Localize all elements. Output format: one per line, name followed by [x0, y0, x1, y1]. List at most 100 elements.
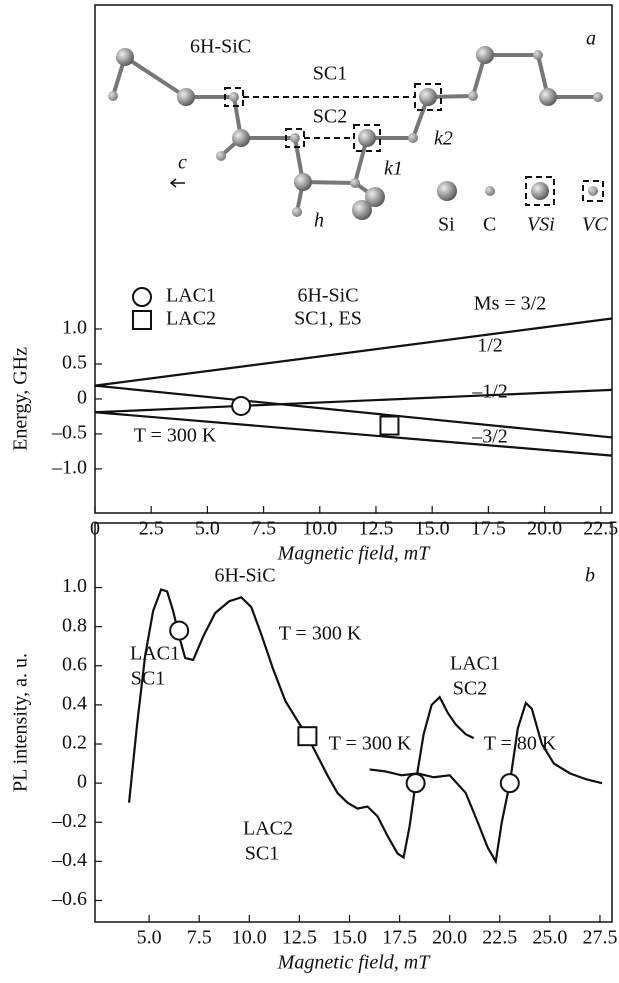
diagram-label: SC1 [313, 63, 347, 85]
atom [352, 200, 372, 220]
diagram-label: 6H-SiC [190, 36, 251, 58]
annotation: SC1, ES [294, 308, 362, 330]
annotation: a [586, 28, 596, 50]
x-tick-label: 22.5 [583, 518, 618, 540]
legend-label: LAC2 [166, 308, 216, 330]
y-tick-label: 0.4 [62, 692, 87, 714]
legend-marker [132, 287, 152, 307]
legend-atom [437, 181, 457, 201]
x-axis-label: Magnetic field, mT [277, 952, 432, 974]
annotation: LAC1 [130, 643, 180, 665]
x-tick-label: 5.0 [137, 927, 162, 949]
curve [94, 317, 613, 387]
annotation: T = 80 K [484, 733, 557, 755]
legend-atom [485, 186, 495, 196]
annotation: 6H-SiC [214, 565, 275, 587]
y-tick-label: 0 [77, 387, 87, 409]
atom [292, 207, 302, 217]
annotation: T = 300 K [134, 425, 217, 447]
x-tick-label: 12.5 [282, 927, 317, 949]
series-label: –1/2 [471, 381, 508, 403]
atom [350, 178, 360, 188]
legend-atom [531, 182, 549, 200]
y-tick-label: –0.4 [51, 849, 87, 871]
y-tick-label: 0 [77, 771, 87, 793]
y-tick-label: –0.6 [51, 888, 87, 910]
x-tick-label: 7.5 [251, 518, 276, 540]
plot-frame [94, 4, 613, 514]
diagram-label: VC [582, 214, 608, 236]
y-tick-label: –0.2 [51, 810, 87, 832]
y-tick-label: 1.0 [62, 317, 87, 339]
atom [593, 92, 603, 102]
curve [369, 700, 603, 865]
curve [94, 384, 613, 439]
curve [94, 411, 613, 457]
annotation: T = 300 K [329, 733, 412, 755]
atom [216, 151, 226, 161]
diagram-label: C [483, 214, 496, 236]
atom [419, 88, 437, 106]
legend-atom [588, 186, 598, 196]
plot-frame [94, 522, 613, 923]
lac-marker [379, 415, 400, 436]
diagram-label: k1 [384, 158, 403, 180]
atom [533, 50, 543, 60]
y-tick-label: 0.5 [62, 352, 87, 374]
y-tick-label: 0.2 [62, 732, 87, 754]
lac-marker [169, 620, 190, 641]
series-label: –3/2 [471, 426, 508, 448]
x-tick-label: 20.0 [527, 518, 562, 540]
atom [294, 173, 312, 191]
x-tick-label: 12.5 [358, 518, 393, 540]
atom [116, 48, 134, 66]
diagram-label: k2 [434, 128, 453, 150]
atom [476, 46, 494, 64]
diagram-label: Si [438, 214, 455, 236]
annotation: T = 300 K [279, 623, 362, 645]
diagram-label: h [314, 210, 324, 232]
x-tick-label: 2.5 [139, 518, 164, 540]
atom [290, 133, 300, 143]
x-tick-label: 15.0 [332, 927, 367, 949]
atom [232, 129, 250, 147]
x-tick-label: 15.0 [415, 518, 450, 540]
c-axis-arrow [169, 178, 185, 188]
legend-label: LAC1 [166, 285, 216, 307]
annotation: 6H-SiC [297, 285, 358, 307]
y-tick-label: –0.5 [51, 422, 87, 444]
atom [365, 187, 385, 207]
x-tick-label: 27.5 [582, 927, 617, 949]
lac-marker [231, 395, 252, 416]
x-tick-label: 5.0 [195, 518, 220, 540]
y-tick-label: 0.6 [62, 653, 87, 675]
series-label: Ms = 3/2 [474, 293, 546, 315]
x-tick-label: 10.0 [232, 927, 267, 949]
legend-marker [132, 310, 152, 330]
diagram-label: c [178, 152, 187, 174]
atom [408, 133, 418, 143]
annotation: SC1 [245, 843, 279, 865]
annotation: SC2 [453, 678, 487, 700]
annotation: LAC1 [450, 653, 500, 675]
x-tick-label: 25.0 [532, 927, 567, 949]
y-tick-label: 0.8 [62, 614, 87, 636]
x-tick-label: 20.0 [432, 927, 467, 949]
atom [539, 88, 557, 106]
annotation: b [585, 565, 595, 587]
y-axis-label: Energy, GHz [10, 347, 32, 451]
x-tick-label: 17.5 [471, 518, 506, 540]
x-tick-label: 10.0 [302, 518, 337, 540]
atom [468, 91, 478, 101]
diagram-label: VSi [527, 214, 555, 236]
x-tick-label: 17.5 [382, 927, 417, 949]
annotation: LAC2 [243, 818, 293, 840]
lac-marker [405, 773, 426, 794]
crystal-diagram: 6H-SiC SC1 SC2 c k1 k2 h Si C VSi VC [108, 36, 608, 236]
y-tick-label: –1.0 [51, 457, 87, 479]
atom [358, 129, 376, 147]
lac-marker [499, 773, 520, 794]
curve [94, 388, 613, 414]
y-tick-label: 1.0 [62, 575, 87, 597]
